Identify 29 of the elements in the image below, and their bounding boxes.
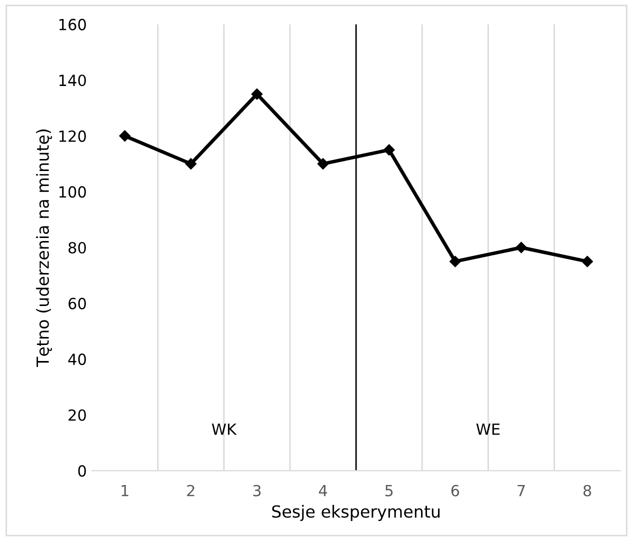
point xyxy=(251,88,263,100)
y-tick-label: 20 xyxy=(68,409,86,421)
y-tick-label: 0 xyxy=(78,465,86,477)
point xyxy=(582,256,593,268)
x-tick-label: 2 xyxy=(187,484,194,496)
y-tick-label: 140 xyxy=(59,74,86,86)
y-tick-label: 40 xyxy=(68,354,86,366)
x-tick-label: 8 xyxy=(583,484,592,496)
y-axis-title: Tętno (uderzenia na minutę) xyxy=(36,130,52,367)
y-tick-label: 120 xyxy=(59,130,86,142)
x-axis-title: Sesje eksperymentu xyxy=(272,504,440,522)
y-tick-label: 100 xyxy=(59,186,86,198)
point xyxy=(317,158,329,170)
x-tick-label: 4 xyxy=(318,485,328,496)
x-tick-label: 5 xyxy=(385,485,393,496)
point xyxy=(119,130,130,142)
point xyxy=(516,242,527,254)
point xyxy=(185,158,196,170)
x-tick-label: 7 xyxy=(518,485,525,496)
y-tick-label: 160 xyxy=(59,18,86,30)
annotation: WE xyxy=(476,424,500,435)
x-tick-label: 3 xyxy=(253,484,261,496)
y-tick-label: 80 xyxy=(68,242,86,254)
point xyxy=(450,256,461,268)
x-tick-label: 1 xyxy=(122,485,128,496)
annotation: WK xyxy=(212,424,237,435)
x-tick-label: 6 xyxy=(451,484,460,496)
point xyxy=(383,144,395,156)
y-tick-label: 60 xyxy=(68,298,86,310)
